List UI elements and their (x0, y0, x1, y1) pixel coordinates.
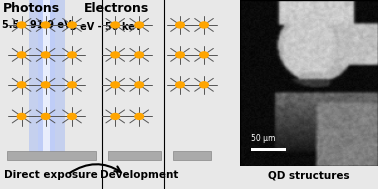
Text: QD structures: QD structures (268, 170, 350, 180)
Circle shape (111, 82, 119, 88)
Circle shape (200, 82, 208, 88)
Circle shape (41, 22, 50, 28)
Circle shape (135, 113, 144, 119)
Circle shape (135, 52, 144, 58)
Circle shape (68, 22, 76, 28)
Text: 3 eV - 50 keV: 3 eV - 50 keV (70, 22, 142, 32)
Circle shape (17, 113, 26, 119)
Circle shape (17, 82, 26, 88)
Text: Electrons: Electrons (84, 2, 149, 15)
Circle shape (111, 113, 119, 119)
Polygon shape (29, 0, 65, 158)
Circle shape (41, 52, 50, 58)
Circle shape (111, 52, 119, 58)
Circle shape (111, 22, 119, 28)
Circle shape (41, 82, 50, 88)
Circle shape (176, 82, 184, 88)
Bar (173, 150, 211, 160)
Polygon shape (43, 0, 50, 158)
Circle shape (68, 52, 76, 58)
Circle shape (17, 22, 26, 28)
Circle shape (135, 22, 144, 28)
Circle shape (176, 52, 184, 58)
Text: Photons: Photons (2, 2, 59, 15)
Bar (251, 148, 285, 151)
Circle shape (68, 82, 76, 88)
Text: 50 μm: 50 μm (251, 134, 276, 143)
Bar (7, 150, 96, 160)
Circle shape (200, 52, 208, 58)
Text: Direct exposure: Direct exposure (3, 170, 97, 180)
Circle shape (68, 113, 76, 119)
Circle shape (176, 22, 184, 28)
Circle shape (200, 22, 208, 28)
Text: Development: Development (100, 170, 178, 180)
Text: 5.5 - 91.9 eV: 5.5 - 91.9 eV (2, 20, 72, 30)
Circle shape (135, 82, 144, 88)
Circle shape (41, 113, 50, 119)
Polygon shape (39, 0, 55, 158)
Bar (108, 150, 161, 160)
Circle shape (17, 52, 26, 58)
